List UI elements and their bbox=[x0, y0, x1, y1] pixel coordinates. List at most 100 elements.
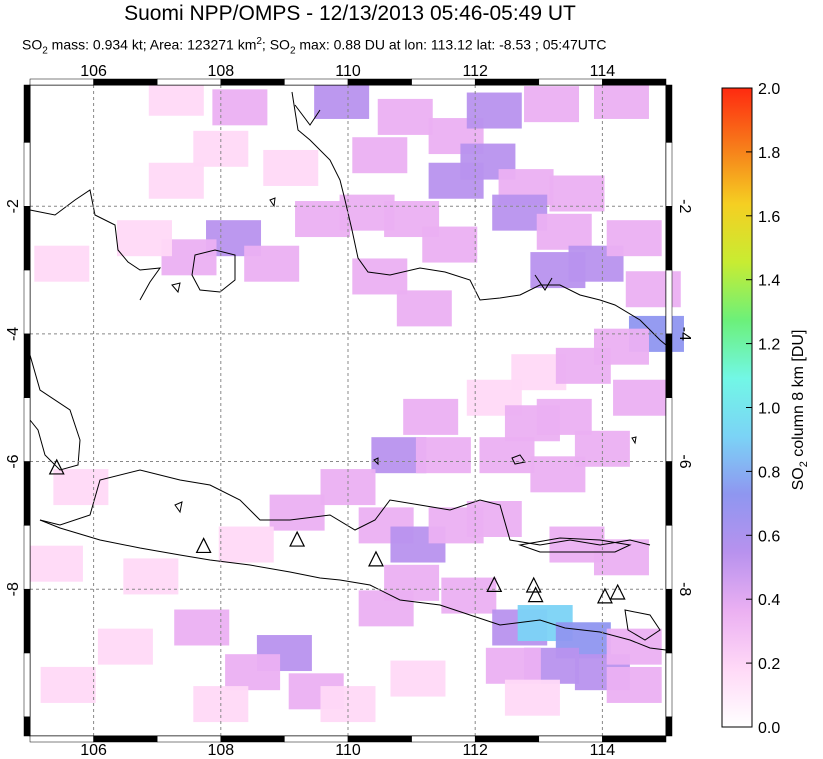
volcano-marker bbox=[48, 458, 65, 475]
frame-segment-left bbox=[23, 397, 31, 462]
so2-pixel bbox=[244, 245, 300, 282]
frame-segment-right bbox=[665, 716, 673, 737]
frame-segment-left bbox=[23, 525, 31, 590]
frame-segment-left bbox=[23, 461, 31, 526]
so2-pixel bbox=[574, 430, 630, 467]
frame-segment-left bbox=[23, 269, 31, 335]
so2-pixel bbox=[212, 89, 268, 126]
chart-subtitle: SO2 mass: 0.934 kt; Area: 123271 km2; SO… bbox=[22, 36, 607, 57]
so2-pixel bbox=[148, 79, 204, 116]
so2-pixel bbox=[263, 149, 319, 186]
frame-segment-top bbox=[602, 78, 667, 86]
colorbar-label: SO2 column 8 km [DU] bbox=[790, 329, 811, 491]
so2-pixel bbox=[225, 654, 281, 691]
so2-pixel bbox=[314, 82, 370, 119]
so2-pixel bbox=[613, 379, 669, 416]
x-tick-label-top: 106 bbox=[80, 63, 107, 80]
frame-segment-right bbox=[665, 142, 673, 207]
colorbar-tick-label: 1.2 bbox=[758, 337, 780, 354]
so2-pixel bbox=[116, 220, 172, 257]
so2-pixel bbox=[530, 252, 586, 289]
volcano-marker bbox=[195, 537, 212, 554]
frame-segment-left bbox=[23, 333, 31, 398]
so2-pixel bbox=[441, 577, 497, 614]
frame-segment-left bbox=[23, 588, 31, 654]
frame-segment-left bbox=[23, 716, 31, 737]
colorbar-tick-label: 0.2 bbox=[758, 656, 780, 673]
so2-pixel bbox=[524, 86, 580, 123]
so2-pixel bbox=[218, 526, 274, 563]
so2-pixel bbox=[352, 258, 408, 295]
so2-pixel bbox=[377, 98, 433, 135]
volcano-marker bbox=[289, 530, 306, 547]
y-tick-label-left: -4 bbox=[5, 327, 22, 341]
volcano-marker bbox=[486, 576, 503, 592]
frame-segment-left bbox=[23, 206, 31, 271]
x-tick-label-bottom: 112 bbox=[462, 742, 488, 759]
so2-pixel bbox=[27, 545, 83, 582]
volcano-markers bbox=[48, 458, 626, 604]
volcano-marker bbox=[609, 583, 626, 600]
x-tick-label-bottom: 108 bbox=[207, 742, 234, 759]
grid bbox=[30, 85, 666, 736]
volcano-marker bbox=[368, 550, 384, 567]
colorbar-tick-label: 1.8 bbox=[758, 145, 780, 162]
so2-pixel bbox=[504, 679, 560, 716]
colorbar-tick-label: 2.0 bbox=[758, 81, 780, 98]
so2-pixel bbox=[593, 82, 649, 119]
axes-frame bbox=[23, 78, 673, 743]
so2-pixel bbox=[123, 558, 179, 595]
so2-pixel bbox=[53, 469, 109, 506]
chart-title: Suomi NPP/OMPS - 12/13/2013 05:46-05:49 … bbox=[124, 2, 576, 25]
y-tick-label-left: -2 bbox=[5, 199, 22, 213]
so2-pixel bbox=[40, 666, 96, 703]
so2-pixel bbox=[485, 647, 541, 684]
so2-pixel bbox=[193, 130, 249, 167]
colorbar-tick-label: 0.0 bbox=[758, 720, 780, 737]
so2-pixel bbox=[466, 92, 522, 129]
frame-segment-left bbox=[23, 652, 31, 718]
so2-pixel bbox=[403, 398, 459, 435]
x-tick-label-top: 110 bbox=[335, 63, 361, 80]
volcano-marker bbox=[596, 587, 613, 604]
so2-pixel bbox=[549, 175, 605, 212]
frame-segment-right bbox=[665, 397, 673, 462]
colorbar-tick-label: 1.6 bbox=[758, 209, 780, 226]
y-tick-label-left: -6 bbox=[5, 454, 22, 468]
so2-pixel bbox=[536, 398, 592, 435]
so2-pixel bbox=[148, 162, 204, 199]
so2-pixel bbox=[390, 660, 446, 697]
so2-pixel bbox=[593, 328, 649, 365]
so2-pixels bbox=[27, 79, 684, 723]
y-tick-label-left: -8 bbox=[5, 582, 22, 596]
so2-pixel bbox=[352, 137, 408, 174]
so2-pixel bbox=[625, 271, 681, 308]
so2-pixel bbox=[606, 220, 662, 257]
y-tick-label-right: -4 bbox=[676, 327, 693, 341]
so2-pixel bbox=[97, 628, 153, 665]
so2-pixel bbox=[174, 609, 230, 646]
so2-pixel bbox=[34, 245, 90, 282]
so2-pixel bbox=[422, 226, 478, 263]
frame-segment-bottom bbox=[602, 735, 667, 743]
colorbar-tick-label: 0.4 bbox=[758, 592, 780, 609]
frame-segment-right bbox=[665, 333, 673, 398]
x-tick-label-top: 114 bbox=[590, 63, 616, 80]
colorbar-tick-label: 0.8 bbox=[758, 464, 780, 481]
so2-pixel bbox=[606, 666, 662, 703]
frame-segment-right bbox=[665, 206, 673, 271]
y-tick-label-right: -6 bbox=[676, 454, 693, 468]
volcano-marker bbox=[527, 586, 544, 603]
x-tick-label-top: 112 bbox=[462, 63, 488, 80]
so2-pixel bbox=[269, 494, 325, 531]
x-tick-label-bottom: 114 bbox=[590, 742, 616, 759]
so2-pixel bbox=[396, 290, 452, 327]
x-tick-label-bottom: 106 bbox=[80, 742, 107, 759]
frame-segment-left bbox=[23, 84, 31, 143]
frame-segment-left bbox=[23, 142, 31, 207]
so2-pixel bbox=[358, 590, 414, 627]
frame-segment-right bbox=[665, 588, 673, 654]
so2-pixel bbox=[479, 437, 535, 474]
coastlines bbox=[29, 91, 667, 651]
